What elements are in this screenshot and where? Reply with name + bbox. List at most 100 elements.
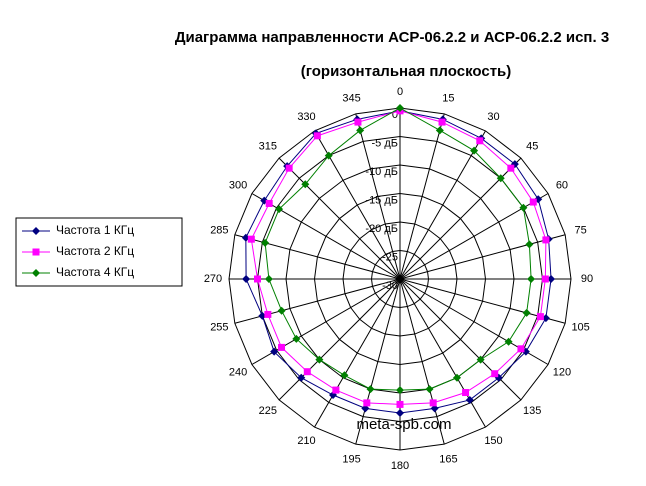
marker	[541, 314, 550, 323]
watermark: meta-spb.com	[356, 416, 451, 433]
marker	[465, 395, 474, 404]
category-label: 45	[526, 141, 538, 153]
marker	[519, 203, 528, 212]
marker	[425, 385, 434, 394]
marker	[32, 269, 40, 277]
category-label: 210	[297, 435, 315, 447]
category-label: 60	[556, 179, 568, 191]
marker	[522, 308, 531, 317]
marker	[332, 386, 340, 394]
r-tick-label: -25	[382, 251, 398, 263]
category-label: 90	[581, 273, 593, 285]
marker	[301, 180, 310, 189]
marker	[542, 236, 550, 244]
spoke	[399, 278, 522, 401]
legend-label: Частота 1 КГц	[56, 223, 134, 237]
marker	[396, 386, 404, 395]
category-label: 315	[259, 141, 277, 153]
category-label: 30	[487, 111, 499, 123]
chart-subtitle: (горизонтальная плоскость)	[301, 63, 512, 80]
category-label: 165	[439, 454, 457, 466]
marker	[366, 385, 375, 394]
marker	[435, 126, 444, 135]
spoke	[399, 234, 566, 280]
marker	[247, 235, 255, 243]
category-label: 0	[397, 86, 403, 98]
category-label: 195	[342, 454, 360, 466]
r-tick-label: -5 дБ	[372, 137, 398, 149]
marker	[32, 248, 40, 256]
spoke	[355, 113, 401, 280]
r-tick-label: -10 дБ	[365, 166, 398, 178]
marker	[470, 146, 479, 155]
marker	[536, 313, 544, 321]
marker	[275, 205, 284, 214]
r-tick-label: 0	[392, 109, 398, 121]
marker	[292, 334, 301, 343]
marker	[261, 238, 270, 247]
category-label: 150	[484, 435, 502, 447]
category-label: 300	[229, 179, 247, 191]
marker	[324, 151, 333, 160]
marker	[476, 355, 485, 364]
marker	[340, 371, 349, 380]
marker	[517, 345, 525, 353]
marker	[525, 240, 534, 249]
marker	[363, 399, 371, 407]
spoke	[399, 130, 486, 280]
marker	[462, 389, 470, 397]
marker	[264, 275, 273, 283]
category-label: 225	[259, 405, 277, 417]
marker	[354, 118, 362, 126]
marker	[396, 408, 404, 417]
marker	[396, 104, 404, 112]
marker	[438, 118, 446, 126]
spoke	[399, 157, 522, 280]
marker	[278, 343, 286, 351]
spoke	[399, 113, 445, 280]
category-label: 75	[575, 225, 587, 237]
marker	[277, 306, 286, 315]
spoke	[278, 278, 401, 401]
marker	[303, 368, 311, 376]
spoke	[399, 278, 445, 445]
spoke	[314, 278, 401, 428]
legend-label: Частота 4 КГц	[56, 265, 134, 279]
category-label: 240	[229, 366, 247, 378]
marker	[285, 164, 293, 172]
marker	[270, 347, 279, 356]
category-label: 270	[204, 273, 222, 285]
category-label: 330	[297, 111, 315, 123]
marker	[496, 174, 505, 183]
marker	[264, 310, 272, 318]
category-label: 135	[523, 405, 541, 417]
series-line	[245, 110, 552, 414]
r-tick-label: -20 дБ	[365, 223, 398, 235]
spoke	[355, 278, 401, 445]
category-label: 15	[442, 92, 454, 104]
marker	[527, 275, 536, 283]
spoke	[399, 278, 486, 428]
marker	[241, 233, 250, 242]
marker	[315, 355, 324, 364]
marker	[254, 275, 261, 283]
marker	[356, 126, 365, 135]
marker	[258, 311, 267, 320]
category-label: 255	[210, 321, 228, 333]
r-tick-label: -15 дБ	[365, 194, 398, 206]
category-label: 345	[342, 92, 360, 104]
category-label: 285	[210, 225, 228, 237]
marker	[265, 199, 273, 207]
spoke	[234, 234, 401, 280]
marker	[242, 275, 251, 283]
chart-title: Диаграмма направленности АСР-06.2.2 и АС…	[175, 29, 609, 46]
marker	[429, 399, 437, 407]
marker	[297, 373, 306, 382]
marker	[547, 275, 556, 283]
marker	[507, 164, 515, 172]
marker	[313, 132, 321, 140]
marker	[361, 404, 370, 413]
spoke	[278, 157, 401, 280]
